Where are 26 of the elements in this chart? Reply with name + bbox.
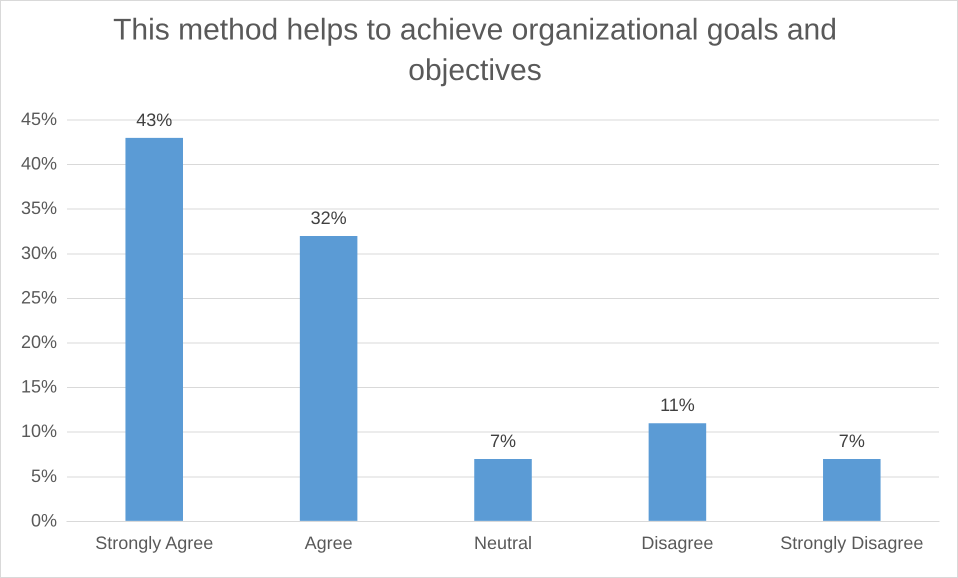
data-label: 32% — [310, 208, 347, 228]
y-tick-label: 15% — [20, 376, 58, 397]
y-tick-label: 25% — [20, 287, 58, 308]
x-tick-label: Neutral — [474, 533, 532, 554]
bar — [474, 458, 532, 521]
y-tick-label: 10% — [20, 421, 58, 442]
y-tick-label: 0% — [31, 510, 58, 530]
chart-title: This method helps to achieve organizational goals and objectives — [113, 14, 837, 88]
bar — [300, 236, 358, 521]
data-label: 7% — [490, 430, 516, 451]
x-tick-label: Agree — [304, 533, 353, 554]
bar — [125, 138, 183, 521]
bar — [823, 458, 881, 521]
y-tick-label: 30% — [20, 242, 58, 263]
data-label: 7% — [838, 430, 865, 451]
y-tick-label: 40% — [20, 154, 58, 174]
bar — [648, 423, 706, 521]
x-tick-label: Strongly Agree — [95, 533, 214, 554]
x-tick-label: Disagree — [641, 533, 714, 554]
data-label: 11% — [660, 395, 695, 416]
data-label: 43% — [136, 110, 172, 130]
y-tick-label: 35% — [20, 198, 58, 218]
y-tick-label: 5% — [31, 466, 58, 486]
y-tick-label: 20% — [20, 332, 58, 352]
x-tick-label: Strongly Disagree — [780, 533, 924, 554]
y-tick-label: 45% — [20, 108, 58, 129]
